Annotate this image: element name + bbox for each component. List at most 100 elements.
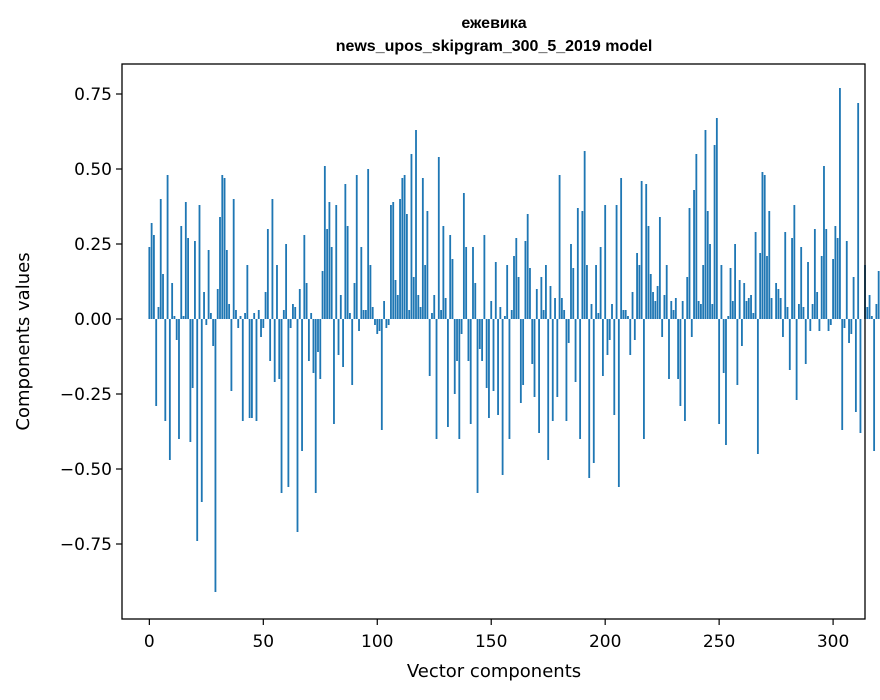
- bar-component-53: [269, 319, 271, 361]
- bar-component-47: [256, 319, 258, 421]
- bar-component-278: [782, 319, 784, 337]
- bar-component-320: [878, 271, 880, 319]
- bar-component-143: [474, 283, 476, 319]
- bar-component-264: [750, 295, 752, 319]
- bar-component-104: [385, 319, 387, 328]
- bar-component-197: [597, 313, 599, 319]
- bar-component-202: [609, 319, 611, 340]
- bar-component-191: [584, 151, 586, 319]
- bar-component-64: [294, 307, 296, 319]
- bar-component-283: [793, 205, 795, 319]
- bar-component-207: [620, 178, 622, 319]
- bar-component-126: [436, 319, 438, 439]
- bar-component-77: [324, 166, 326, 319]
- bar-component-87: [347, 226, 349, 319]
- bar-component-100: [376, 319, 378, 334]
- bar-component-69: [306, 283, 308, 319]
- bar-component-57: [278, 319, 280, 379]
- bar-component-132: [449, 235, 451, 319]
- bar-component-151: [493, 319, 495, 391]
- bar-component-2: [153, 235, 155, 319]
- bar-component-62: [290, 319, 292, 328]
- bar-component-177: [552, 319, 554, 421]
- bar-component-136: [458, 319, 460, 439]
- bar-component-105: [388, 319, 390, 325]
- bar-component-90: [354, 283, 356, 319]
- bar-component-145: [479, 319, 481, 349]
- bar-component-75: [319, 319, 321, 379]
- bar-component-59: [283, 310, 285, 319]
- bar-component-11: [174, 316, 176, 319]
- bar-component-36: [230, 319, 232, 391]
- y-tick-label: 0.00: [74, 310, 112, 330]
- x-tick-label: 0: [144, 632, 155, 652]
- bar-component-79: [328, 202, 330, 319]
- bar-component-221: [652, 292, 654, 319]
- bar-component-267: [757, 319, 759, 454]
- bar-component-219: [648, 226, 650, 319]
- bar-component-140: [468, 319, 470, 361]
- bar-component-98: [372, 307, 374, 319]
- bar-component-109: [397, 295, 399, 319]
- bar-component-286: [800, 247, 802, 319]
- bar-component-19: [192, 319, 194, 388]
- bar-component-125: [433, 295, 435, 319]
- bar-component-73: [315, 319, 317, 493]
- bar-component-5: [160, 199, 162, 319]
- bar-component-158: [509, 319, 511, 439]
- bar-component-261: [743, 283, 745, 319]
- bar-component-41: [242, 319, 244, 421]
- bar-component-18: [189, 319, 191, 442]
- bar-component-193: [588, 319, 590, 478]
- bar-component-285: [798, 304, 800, 319]
- bar-component-241: [698, 301, 700, 319]
- bar-component-245: [707, 211, 709, 319]
- bar-component-220: [650, 274, 652, 319]
- bar-component-46: [253, 313, 255, 319]
- bar-component-251: [721, 265, 723, 319]
- bar-component-227: [666, 265, 668, 319]
- bar-component-213: [634, 319, 636, 340]
- bar-component-179: [556, 319, 558, 397]
- bar-component-95: [365, 310, 367, 319]
- bar-component-266: [755, 232, 757, 319]
- bar-component-189: [579, 319, 581, 439]
- bar-component-150: [490, 301, 492, 319]
- bar-component-88: [349, 313, 351, 319]
- bar-component-13: [178, 319, 180, 439]
- bar-component-146: [481, 319, 483, 361]
- bar-component-288: [805, 319, 807, 364]
- bar-component-83: [338, 319, 340, 355]
- bar-component-209: [625, 310, 627, 319]
- bar-component-300: [832, 259, 834, 319]
- bar-component-52: [267, 229, 269, 319]
- bar-component-155: [502, 319, 504, 475]
- y-tick-label: 0.25: [74, 235, 112, 255]
- bar-component-72: [313, 319, 315, 373]
- bar-component-26: [208, 250, 210, 319]
- bar-component-107: [392, 202, 394, 319]
- bar-component-153: [497, 319, 499, 415]
- bar-component-237: [689, 208, 691, 319]
- bar-component-250: [718, 319, 720, 424]
- bar-component-192: [586, 265, 588, 319]
- bar-component-164: [522, 319, 524, 385]
- bar-component-243: [702, 265, 704, 319]
- bar-component-0: [148, 247, 150, 319]
- bar-component-23: [201, 319, 203, 502]
- bar-component-211: [629, 319, 631, 355]
- bar-component-268: [759, 253, 761, 319]
- bar-component-30: [217, 289, 219, 319]
- bar-component-78: [326, 229, 328, 319]
- bar-component-149: [488, 319, 490, 418]
- bar-component-271: [766, 256, 768, 319]
- bar-component-157: [506, 265, 508, 319]
- bar-component-287: [803, 307, 805, 319]
- bar-component-230: [673, 310, 675, 319]
- bar-component-21: [196, 319, 198, 541]
- bar-component-133: [452, 259, 454, 319]
- bar-component-210: [627, 316, 629, 319]
- bar-component-10: [171, 283, 173, 319]
- bar-component-119: [420, 307, 422, 319]
- bar-component-94: [363, 310, 365, 319]
